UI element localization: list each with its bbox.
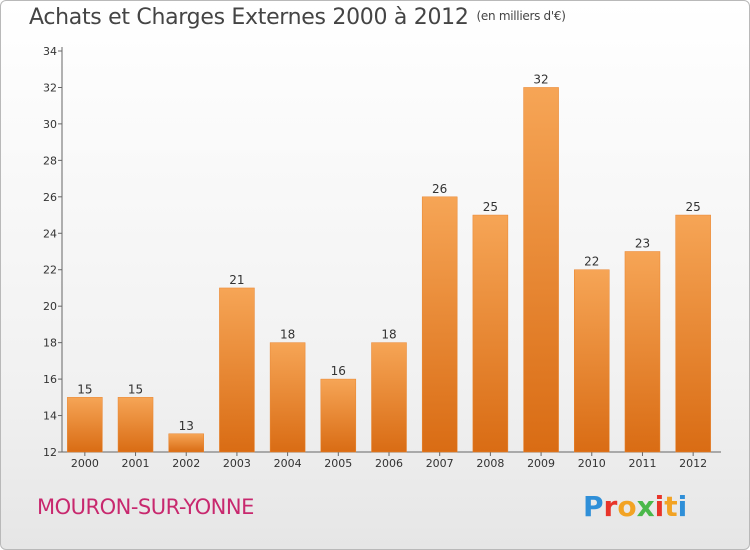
x-tick-label-2009: 2009 <box>527 457 555 470</box>
x-tick-label-2011: 2011 <box>628 457 656 470</box>
x-tick-label-2000: 2000 <box>71 457 99 470</box>
y-tick-label: 14 <box>43 410 57 423</box>
bars <box>67 87 711 453</box>
bar-2006 <box>371 342 407 453</box>
x-tick-label-2002: 2002 <box>172 457 200 470</box>
value-label-2000: 15 <box>77 382 92 396</box>
y-tick-label: 16 <box>43 373 57 386</box>
bar-2004 <box>269 342 306 453</box>
proxiti-logo[interactable]: Proxiti <box>583 490 687 523</box>
bar-2001 <box>117 397 154 453</box>
bar-2008 <box>472 214 509 453</box>
value-label-2005: 16 <box>331 364 346 378</box>
x-tick-label-2007: 2007 <box>426 457 454 470</box>
y-tick-label: 34 <box>43 45 57 58</box>
x-tick-label-2004: 2004 <box>274 457 302 470</box>
x-tick-label-2012: 2012 <box>679 457 707 470</box>
value-label-2009: 32 <box>533 72 548 86</box>
logo-letter: o <box>617 490 637 523</box>
y-tick-label: 30 <box>43 118 57 131</box>
y-tick-label: 22 <box>43 264 57 277</box>
logo-letter: x <box>636 490 655 523</box>
bar-2003 <box>219 287 255 453</box>
y-tick-label: 20 <box>43 300 57 313</box>
x-tick-label-2001: 2001 <box>122 457 150 470</box>
place-name: MOURON-SUR-YONNE <box>37 495 254 519</box>
y-tick-label: 32 <box>43 81 57 94</box>
bar-2009 <box>523 87 559 453</box>
value-label-2006: 18 <box>381 328 396 342</box>
value-label-2007: 26 <box>432 182 447 196</box>
y-tick-label: 28 <box>43 154 57 167</box>
logo-letter: P <box>583 490 604 523</box>
bar-2007 <box>421 196 458 453</box>
value-label-2008: 25 <box>483 200 498 214</box>
logo-letter: r <box>603 490 618 523</box>
bar-2002 <box>168 433 204 453</box>
y-tick-label: 24 <box>43 227 57 240</box>
value-label-2004: 18 <box>280 328 295 342</box>
logo-letter: i <box>654 490 665 523</box>
x-tick-label-2008: 2008 <box>476 457 504 470</box>
logo-letter: i <box>677 490 688 523</box>
x-tick-label-2006: 2006 <box>375 457 403 470</box>
x-tick-label-2003: 2003 <box>223 457 251 470</box>
value-label-2003: 21 <box>229 273 244 287</box>
bar-2012 <box>675 214 711 453</box>
chart-title-text: Achats et Charges Externes 2000 à 2012 <box>29 5 469 30</box>
x-tick-label-2010: 2010 <box>578 457 606 470</box>
bar-2010 <box>574 269 610 453</box>
labels: 15 2000 15 2001 13 2002 21 2003 18 2004 16 2005 18 20… <box>71 72 707 470</box>
value-label-2001: 15 <box>128 382 143 396</box>
x-tick-label-2005: 2005 <box>324 457 352 470</box>
y-tick-label: 18 <box>43 337 57 350</box>
logo-letter: t <box>664 490 678 523</box>
value-label-2002: 13 <box>179 419 194 433</box>
unit-note: (en milliers d'€) <box>476 9 566 23</box>
bar-2005 <box>320 378 357 453</box>
y-tick-label: 12 <box>43 446 57 459</box>
bar-2000 <box>67 397 103 453</box>
value-label-2011: 23 <box>635 237 650 251</box>
y-tick-label: 26 <box>43 191 57 204</box>
bar-2011 <box>624 251 661 453</box>
axes: 12 14 16 18 20 22 24 26 28 30 32 34 <box>43 45 721 459</box>
value-label-2010: 22 <box>584 255 599 269</box>
chart-title: Achats et Charges Externes 2000 à 2012 (e… <box>29 5 566 30</box>
value-label-2012: 25 <box>686 200 701 214</box>
